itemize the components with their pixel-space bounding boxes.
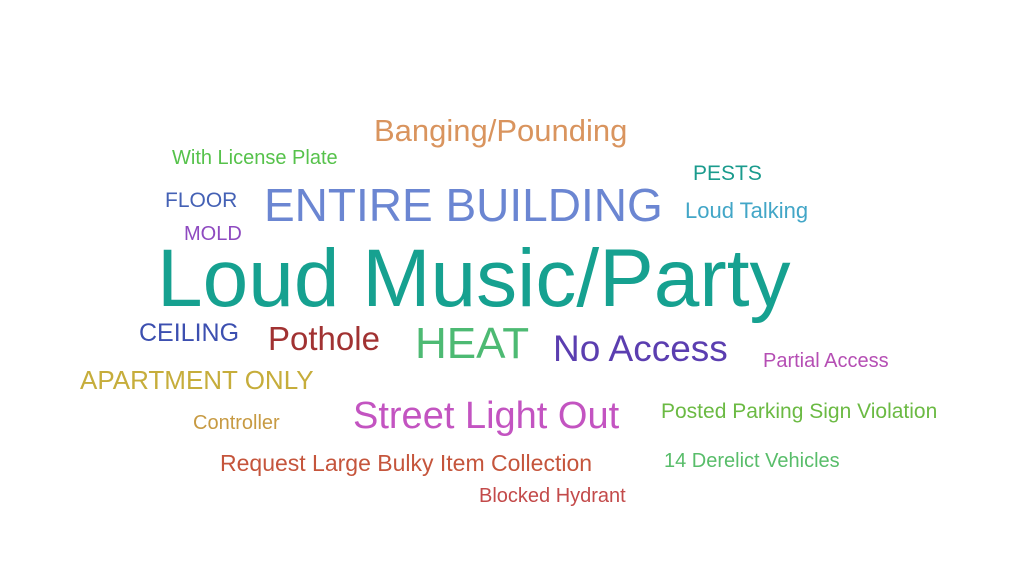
- word-banging-pounding: Banging/Pounding: [374, 113, 628, 148]
- word-no-access: No Access: [553, 328, 728, 369]
- word-heat: HEAT: [415, 319, 530, 368]
- word-street-light-out: Street Light Out: [353, 395, 620, 437]
- word-posted-parking-sign-violation: Posted Parking Sign Violation: [661, 400, 938, 423]
- word-apartment-only: APARTMENT ONLY: [80, 365, 314, 395]
- word-blocked-hydrant: Blocked Hydrant: [479, 485, 626, 507]
- word-with-license-plate: With License Plate: [172, 147, 338, 169]
- word-loud-talking: Loud Talking: [685, 198, 809, 223]
- word-pothole: Pothole: [268, 320, 380, 357]
- word-controller: Controller: [193, 412, 280, 434]
- word-mold: MOLD: [184, 223, 242, 245]
- word-ceiling: CEILING: [139, 319, 240, 347]
- word-floor: FLOOR: [165, 189, 238, 212]
- word-14-derelict-vehicles: 14 Derelict Vehicles: [664, 450, 840, 472]
- word-pests: PESTS: [693, 162, 762, 185]
- word-request-large-bulky-item-collection: Request Large Bulky Item Collection: [220, 450, 593, 476]
- word-loud-music-party: Loud Music/Party: [157, 233, 791, 324]
- word-entire-building: ENTIRE BUILDING: [264, 179, 663, 231]
- word-partial-access: Partial Access: [763, 350, 889, 372]
